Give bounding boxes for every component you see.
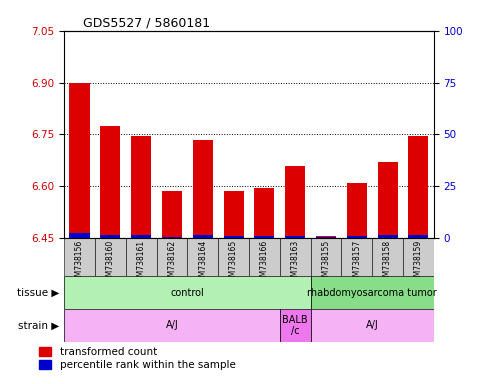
Text: control: control [171,288,204,298]
Bar [403,238,434,276]
Text: GSM738160: GSM738160 [106,240,115,286]
Bar [316,237,336,238]
Text: rhabdomyosarcoma tumor: rhabdomyosarcoma tumor [307,288,437,298]
Bar [223,236,244,238]
Text: GSM738165: GSM738165 [229,240,238,286]
Text: GSM738158: GSM738158 [383,240,392,286]
Bar [193,235,213,238]
Bar [280,238,311,276]
Text: tissue ▶: tissue ▶ [17,288,59,298]
Bar [100,126,120,238]
Bar [316,236,336,238]
Bar [64,238,95,276]
Bar [254,236,275,238]
Text: GSM738162: GSM738162 [168,240,176,286]
Bar [280,309,311,342]
Bar [100,235,120,238]
Bar [131,136,151,238]
Text: A/J: A/J [166,320,178,331]
Bar [311,309,434,342]
Bar [126,238,157,276]
Bar [162,237,182,238]
Text: GDS5527 / 5860181: GDS5527 / 5860181 [83,17,210,30]
Bar [347,236,367,238]
Bar [64,309,280,342]
Bar [249,238,280,276]
Bar [162,191,182,238]
Text: GSM738155: GSM738155 [321,240,330,286]
Bar [254,188,275,238]
Bar [311,238,341,276]
Bar [187,238,218,276]
Bar [70,83,90,238]
Bar [408,136,428,238]
Text: GSM738163: GSM738163 [291,240,300,286]
Bar [95,238,126,276]
Bar [408,235,428,238]
Bar [218,238,249,276]
Bar [311,276,434,309]
Bar [193,139,213,238]
Bar [285,236,305,238]
Bar [70,233,90,238]
Text: GSM738156: GSM738156 [75,240,84,286]
Bar [378,235,398,238]
Text: GSM738164: GSM738164 [198,240,207,286]
Text: GSM738159: GSM738159 [414,240,423,286]
Bar [347,183,367,238]
Text: GSM738166: GSM738166 [260,240,269,286]
Text: BALB
/c: BALB /c [282,314,308,336]
Bar [285,166,305,238]
Bar [372,238,403,276]
Bar [223,191,244,238]
Bar [378,162,398,238]
Text: strain ▶: strain ▶ [18,320,59,331]
Bar [131,235,151,238]
Text: A/J: A/J [366,320,379,331]
Text: GSM738161: GSM738161 [137,240,145,286]
Text: GSM738157: GSM738157 [352,240,361,286]
Legend: transformed count, percentile rank within the sample: transformed count, percentile rank withi… [39,347,236,370]
Bar [64,276,311,309]
Bar [341,238,372,276]
Bar [157,238,187,276]
